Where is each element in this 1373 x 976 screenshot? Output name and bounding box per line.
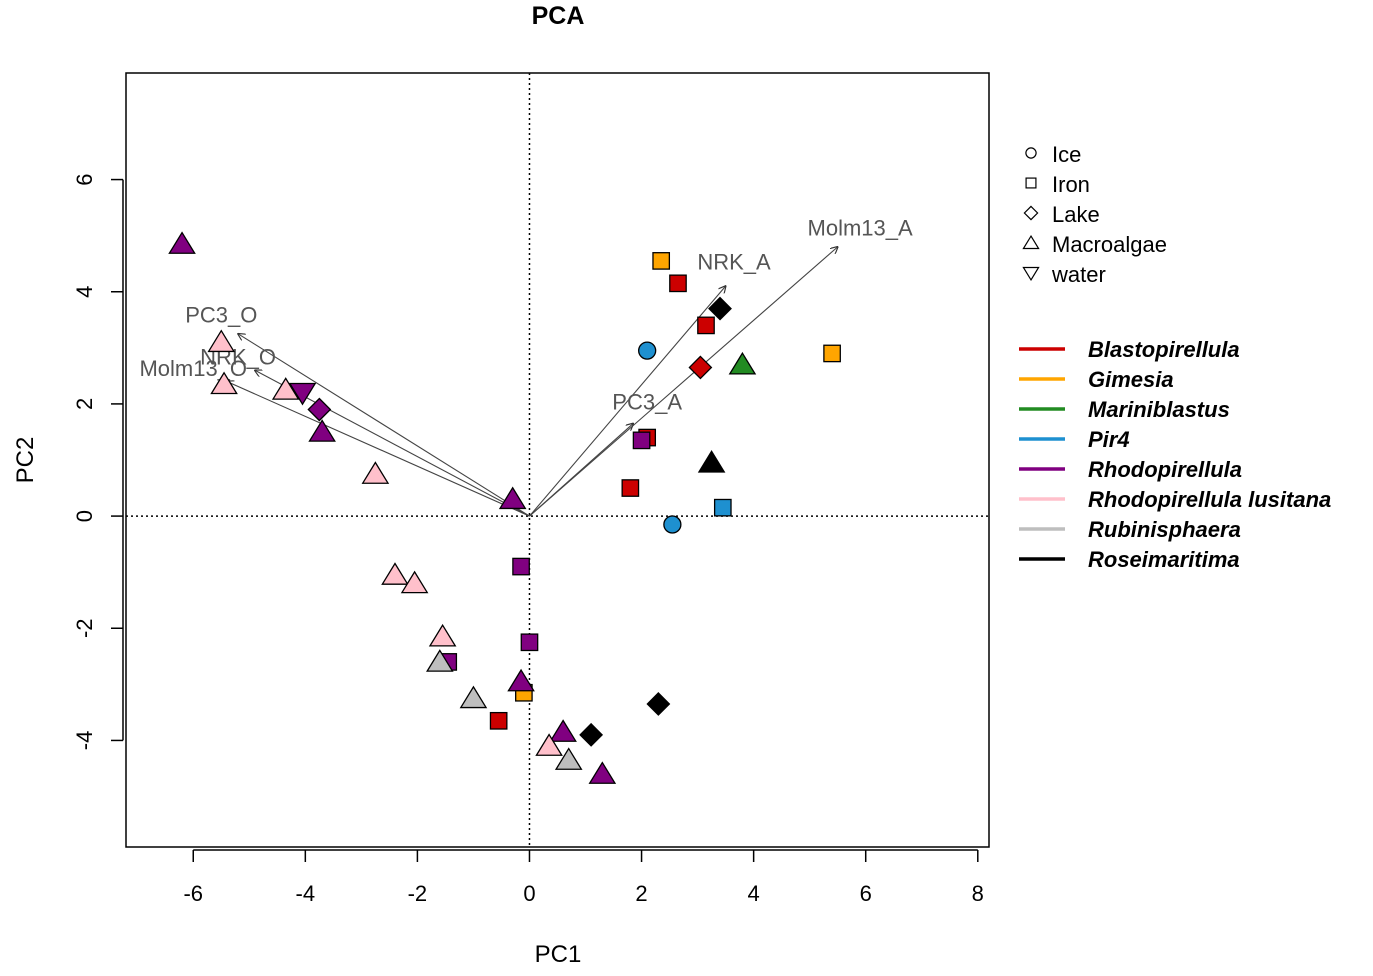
shape-legend: Ice Iron Lake Macroalgae water [1022, 142, 1167, 287]
x-axis-label: PC1 [535, 941, 582, 968]
vector-label: PC3_A [612, 390, 682, 415]
y-tick-label: 4 [72, 286, 97, 298]
data-point [823, 344, 841, 363]
vector-label: PC3_O [185, 303, 257, 328]
data-point [549, 719, 577, 742]
circle-legend-symbol [1025, 147, 1037, 159]
data-point [554, 747, 583, 770]
x-tick-label: 4 [748, 881, 760, 906]
color-legend-label: Mariniblastus [1088, 397, 1230, 422]
shape-legend-label: Ice [1052, 142, 1081, 167]
reference-lines [126, 73, 989, 847]
shape-legend-label: Iron [1052, 172, 1090, 197]
data-point [632, 431, 651, 450]
data-point [621, 479, 640, 497]
x-tick-label: -2 [408, 881, 428, 906]
square-legend-symbol [1025, 177, 1037, 189]
x-tick-label: -4 [296, 881, 316, 906]
data-point [307, 397, 332, 422]
y-axis-label: PC2 [12, 437, 39, 484]
chart-title: PCA [532, 2, 585, 30]
data-point [638, 341, 657, 360]
vector-label: Molm13_O [139, 356, 247, 381]
data-point [646, 692, 671, 716]
y-tick-label: 0 [72, 510, 97, 522]
color-legend-label: Rhodopirellula [1088, 457, 1242, 482]
data-point [588, 761, 617, 784]
data-point [663, 515, 682, 534]
color-legend-label: Rubinisphaera [1088, 517, 1241, 542]
color-legend-label: Blastopirellula [1088, 337, 1240, 362]
diamond-legend-symbol [1023, 205, 1039, 221]
triangle-down-legend-symbol [1022, 266, 1040, 282]
color-legend-label: Gimesia [1088, 367, 1174, 392]
data-point [535, 733, 563, 756]
data-point [168, 231, 196, 254]
vector-arrow [238, 334, 530, 517]
x-tick-label: -6 [183, 881, 203, 906]
data-point [400, 570, 429, 594]
x-tick-label: 8 [972, 881, 984, 906]
data-point [507, 668, 535, 692]
data-point [426, 649, 454, 672]
data-point [288, 382, 317, 406]
color-legend: Blastopirellula Gimesia Mariniblastus Pir4 R… [1019, 337, 1331, 572]
color-legend-label: Rhodopirellula lusitana [1088, 487, 1331, 512]
data-point [498, 486, 527, 510]
y-tick-label: -2 [72, 618, 97, 638]
shape-legend-label: Macroalgae [1052, 232, 1167, 257]
data-point [520, 633, 539, 652]
y-axis: -4 -2 0 2 4 6 [72, 173, 124, 751]
y-tick-label: 6 [72, 173, 97, 185]
vector-arrow [529, 286, 725, 517]
x-tick-label: 2 [635, 881, 647, 906]
vector-arrow [529, 424, 633, 517]
plot-frame [125, 72, 990, 848]
color-legend-label: Roseimaritima [1088, 547, 1240, 572]
color-legend-label: Pir4 [1088, 427, 1130, 452]
vector-arrow [529, 247, 837, 517]
data-point [308, 419, 336, 442]
data-point [489, 711, 508, 730]
x-tick-label: 6 [860, 881, 872, 906]
triangle-legend-symbol [1022, 234, 1040, 250]
data-point [361, 461, 390, 484]
data-point [708, 296, 732, 321]
data-point [381, 562, 409, 585]
data-point [713, 498, 732, 517]
data-point [459, 685, 488, 709]
vector-arrow [227, 381, 530, 517]
shape-legend-label: water [1051, 262, 1106, 287]
data-point [428, 623, 457, 647]
data-point [688, 355, 713, 380]
x-axis: -6 -4 -2 0 2 4 6 8 [183, 849, 984, 906]
data-point [669, 274, 687, 293]
data-point [207, 329, 236, 353]
vector-label: NRK_A [697, 249, 771, 274]
x-tick-label: 0 [523, 881, 535, 906]
data-point [210, 371, 238, 395]
data-point [697, 316, 715, 335]
data-point [579, 722, 604, 747]
data-point [728, 351, 757, 375]
vector-label: Molm13_A [808, 216, 913, 241]
data-point [697, 450, 726, 473]
data-point [512, 557, 530, 576]
y-tick-label: -4 [72, 731, 97, 751]
data-points [168, 231, 841, 784]
y-tick-label: 2 [72, 398, 97, 410]
shape-legend-label: Lake [1052, 202, 1100, 227]
data-point [271, 377, 300, 400]
data-point [652, 252, 671, 270]
